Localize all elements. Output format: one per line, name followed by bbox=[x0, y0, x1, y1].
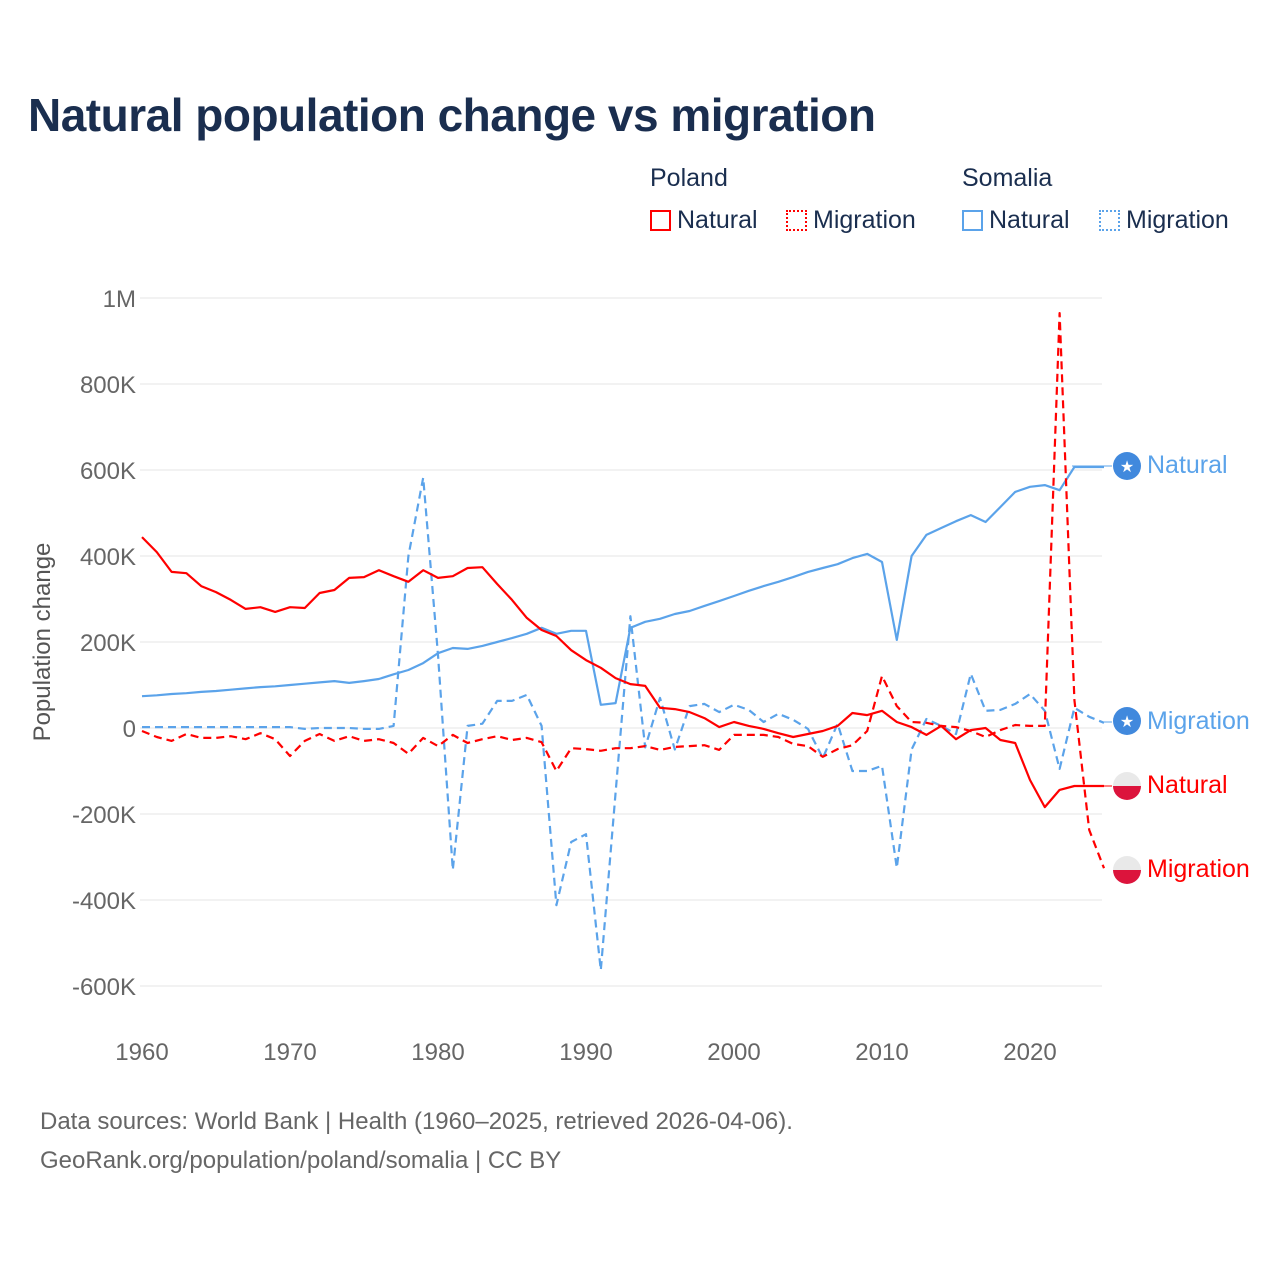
y-tick-label: 200K bbox=[80, 630, 136, 657]
solid-swatch-icon bbox=[962, 210, 983, 231]
y-tick-label: -400K bbox=[72, 888, 136, 915]
y-tick-label: 600K bbox=[80, 458, 136, 485]
y-tick-label: 1M bbox=[103, 286, 136, 313]
legend-group-somalia: Somalia bbox=[962, 164, 1053, 192]
x-tick-label: 2000 bbox=[707, 1039, 760, 1066]
legend-poland-migration[interactable]: Migration bbox=[786, 206, 916, 235]
x-tick-label: 1970 bbox=[263, 1039, 316, 1066]
series-line-somalia-natural bbox=[141, 465, 1104, 706]
legend-label: Natural bbox=[989, 206, 1070, 234]
legend-label: Natural bbox=[677, 206, 758, 234]
legend-poland-natural[interactable]: Natural bbox=[650, 206, 758, 235]
star-icon: ★ bbox=[1120, 714, 1134, 731]
solid-swatch-icon bbox=[650, 210, 671, 231]
dotted-swatch-icon bbox=[1099, 210, 1120, 231]
y-tick-label: -200K bbox=[72, 802, 136, 829]
y-tick-label: 400K bbox=[80, 544, 136, 571]
x-tick-label: 1960 bbox=[115, 1039, 168, 1066]
x-tick-label: 2020 bbox=[1003, 1039, 1056, 1066]
x-tick-label: 2010 bbox=[855, 1039, 908, 1066]
y-tick-label: 800K bbox=[80, 372, 136, 399]
legend-group-poland: Poland bbox=[650, 164, 728, 192]
y-tick-label: 0 bbox=[123, 716, 136, 743]
series-line-somalia-migration bbox=[142, 476, 1105, 972]
series-line-poland-natural bbox=[141, 536, 1104, 809]
end-label-somalia-natural: Natural bbox=[1147, 451, 1228, 479]
star-icon: ★ bbox=[1120, 459, 1134, 476]
end-label-poland-natural: Natural bbox=[1147, 771, 1228, 799]
y-tick-label: -600K bbox=[72, 974, 136, 1001]
series-line-poland-migration bbox=[141, 312, 1106, 869]
source-line-1: Data sources: World Bank | Health (1960–… bbox=[40, 1108, 793, 1135]
end-label-somalia-migration: Migration bbox=[1147, 707, 1250, 735]
chart-title: Natural population change vs migration bbox=[28, 89, 876, 141]
dotted-swatch-icon bbox=[786, 210, 807, 231]
legend-somalia-natural[interactable]: Natural bbox=[962, 206, 1070, 235]
y-axis-label: Population change bbox=[29, 543, 56, 742]
source-line-2[interactable]: GeoRank.org/population/poland/somalia | … bbox=[40, 1147, 562, 1174]
legend-label: Migration bbox=[813, 206, 916, 234]
legend-label: Migration bbox=[1126, 206, 1229, 234]
poland-flag-icon bbox=[1113, 772, 1141, 800]
somalia-flag-icon bbox=[1113, 452, 1141, 480]
end-label-poland-migration: Migration bbox=[1147, 855, 1250, 883]
poland-flag-icon bbox=[1113, 856, 1141, 884]
somalia-flag-icon bbox=[1113, 707, 1141, 735]
legend-somalia-migration[interactable]: Migration bbox=[1099, 206, 1229, 235]
x-tick-label: 1990 bbox=[559, 1039, 612, 1066]
x-tick-label: 1980 bbox=[411, 1039, 464, 1066]
